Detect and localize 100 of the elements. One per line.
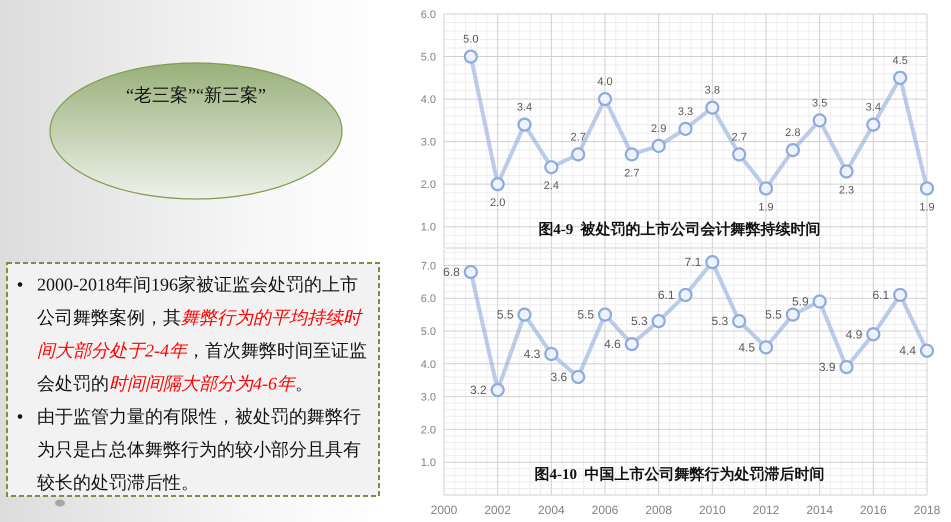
data-label: 3.9 [818,360,836,374]
point [490,177,505,192]
point [624,337,639,352]
point [893,70,908,85]
y-tick-label: 5.0 [420,326,436,338]
text: 时间间隔大部分为4-6年 [109,374,297,394]
data-label: 3.3 [678,106,694,118]
data-label: 2.7 [624,167,640,180]
x-tick-label: 2000 [430,503,458,517]
data-label: 3.2 [470,383,487,398]
point [598,308,612,322]
data-label: 3.8 [704,84,720,97]
y-tick-label: 2.0 [420,424,436,436]
data-label: 4.3 [524,346,541,361]
point [464,264,478,280]
text: 图4-9 被处罚的上市公司会计舞弊持续时间 [538,220,821,238]
point [678,288,693,302]
y-tick-label: 1.0 [420,222,436,234]
x-tick-label: 2018 [914,503,941,517]
y-tick-label: 3.0 [420,392,436,404]
text: ，首次舞弊时间至证监 [186,340,367,360]
data-label: 5.5 [765,308,782,322]
point [732,147,746,162]
data-label: 2.7 [570,131,586,144]
point [705,100,720,115]
x-tick-label: 2008 [645,503,672,517]
data-label: 2.0 [490,197,506,210]
data-label: 2.9 [651,122,666,135]
point [812,294,827,309]
data-label: 1.9 [919,201,935,214]
point [705,255,720,270]
data-label: 7.1 [684,255,702,270]
data-label: 5.3 [630,314,648,328]
y-tick-label: 7.0 [420,260,436,272]
text: 间大部分处于2-4年 [37,340,189,360]
y-tick-label: 6.0 [420,9,436,21]
data-label: 1.9 [758,201,774,214]
data-label: 2.7 [732,131,747,144]
data-label: 5.3 [711,314,728,328]
text: 公司舞弊案例，其 [37,308,181,328]
data-label: 3.4 [866,102,881,114]
y-tick-label: 4.0 [420,358,436,371]
data-label: 4.6 [604,337,622,352]
point [571,370,586,384]
point [839,360,854,374]
y-tick-label: 2.0 [420,179,436,192]
point [678,122,693,136]
x-tick-label: 2006 [592,503,619,517]
data-label: 6.8 [443,264,460,279]
text: 2000-2018年间196家被证监会处罚的上市 [37,274,358,294]
data-label: 4.5 [738,340,756,354]
y-tick-label: 3.0 [420,136,436,149]
x-tick-label: 2016 [860,503,888,517]
y-tick-label: 1.0 [420,457,436,470]
x-tick-label: 2002 [484,503,512,517]
x-tick-label: 2010 [698,503,726,517]
point [732,314,746,328]
point [920,344,934,358]
data-label: 4.5 [892,54,908,67]
point [786,143,800,158]
point [893,288,908,302]
y-tick-label: 5.0 [420,52,436,64]
point [571,147,586,162]
data-label: 5.0 [463,34,478,46]
point [517,308,532,322]
text: 舞弊行为的平均持续时 [181,308,364,328]
point [812,113,827,128]
text: 由于监管力量的有限性，被处罚的舞弊行为只是占总体舞弊行为的较小部分且具有较长的处罚滞后性。 [37,406,361,492]
data-label: 3.4 [516,102,532,114]
text: “老三案”“新三案” [126,85,266,105]
point [598,92,612,106]
y-tick-label: 4.0 [420,94,436,106]
point [866,327,880,342]
point [786,308,800,322]
x-tick-label: 2004 [538,503,566,517]
data-label: 6.1 [872,288,890,302]
data-label: 5.5 [577,308,594,322]
x-tick-label: 2012 [752,503,780,517]
y-tick-label: 6.0 [420,293,436,306]
point [839,164,854,179]
text: 会处罚的 [37,374,109,394]
point [517,118,532,132]
data-label: 3.6 [550,370,568,384]
text: 。 [294,374,313,394]
point [464,49,478,64]
data-label: 4.4 [899,344,916,358]
data-label: 5.9 [792,294,809,308]
text: 图4-10 中国上市公司舞弊行为处罚滞后时间 [534,465,824,483]
point [920,181,934,196]
data-label: 5.5 [496,308,514,322]
data-label: 4.9 [846,327,863,342]
data-label: 6.1 [658,288,675,302]
data-label: 3.5 [812,97,828,110]
data-label: 2.4 [544,180,559,192]
data-label: 4.0 [597,76,613,88]
point [758,181,774,196]
data-label: 2.3 [838,184,854,196]
point [652,314,666,328]
point [652,138,666,153]
point [758,340,774,354]
